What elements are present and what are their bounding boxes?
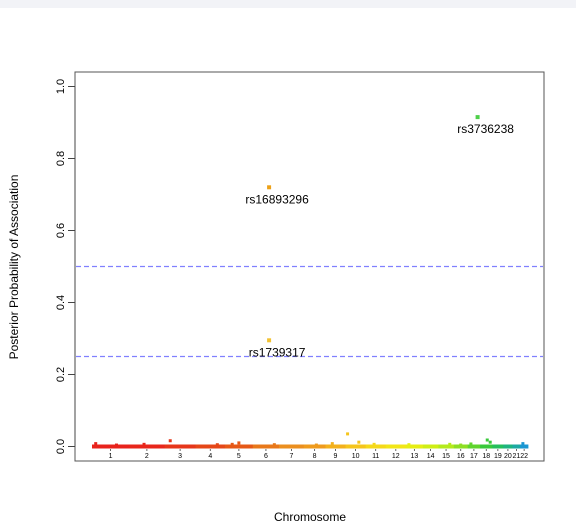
highlighted-point bbox=[267, 185, 272, 190]
x-tick-label: 11 bbox=[372, 453, 379, 460]
data-point bbox=[94, 442, 98, 446]
top-band bbox=[0, 0, 576, 8]
chromosome-band bbox=[252, 444, 280, 449]
point-label: rs3736238 bbox=[457, 122, 514, 136]
x-tick-label: 17 bbox=[470, 453, 478, 460]
chromosome-band bbox=[195, 444, 226, 449]
x-tick-label: 6 bbox=[264, 453, 268, 460]
data-point bbox=[459, 443, 463, 447]
chromosome-band bbox=[503, 444, 513, 449]
chromosome-band bbox=[512, 444, 521, 449]
x-tick-label: 7 bbox=[289, 453, 293, 460]
point-labels: rs3736238 rs16893296 rs1739317 bbox=[245, 122, 514, 359]
y-tick-label: 0.6 bbox=[55, 223, 67, 238]
data-point bbox=[114, 443, 118, 447]
y-tick-label: 0.0 bbox=[55, 439, 67, 454]
chromosome-band bbox=[492, 444, 504, 449]
x-tick-label: 10 bbox=[352, 453, 360, 460]
highlighted-point bbox=[267, 338, 272, 343]
x-tick-label: 16 bbox=[457, 453, 465, 460]
data-point bbox=[488, 440, 492, 444]
data-point bbox=[521, 442, 525, 446]
y-tick-label: 0.8 bbox=[55, 151, 67, 166]
data-point bbox=[314, 443, 318, 447]
data-point bbox=[448, 442, 452, 446]
chromosome-band bbox=[303, 444, 326, 449]
y-tick-label: 0.4 bbox=[55, 295, 67, 310]
x-tick-label: 13 bbox=[410, 453, 418, 460]
x-tick-label: 15 bbox=[442, 453, 450, 460]
chromosome-band bbox=[129, 444, 166, 449]
x-tick-label: 2 bbox=[145, 453, 149, 460]
data-point bbox=[469, 442, 473, 446]
chromosome-band bbox=[92, 444, 130, 449]
x-tick-label: 1 bbox=[109, 453, 113, 460]
x-tick-label: 5 bbox=[237, 453, 241, 460]
chromosome-band bbox=[480, 444, 493, 449]
chromosome-band bbox=[345, 444, 367, 449]
data-point bbox=[237, 441, 241, 445]
data-point bbox=[372, 442, 376, 446]
chromosome-band bbox=[467, 444, 481, 449]
x-tick-label: 22 bbox=[520, 453, 528, 460]
chromosome-baseline bbox=[92, 444, 529, 449]
chromosome-band bbox=[422, 444, 439, 449]
data-point bbox=[407, 443, 411, 447]
x-tick-label: 18 bbox=[482, 453, 490, 460]
x-tick-label: 21 bbox=[513, 453, 521, 460]
data-point bbox=[330, 442, 334, 446]
data-point bbox=[346, 432, 350, 436]
data-point bbox=[142, 442, 146, 446]
x-tick-label: 4 bbox=[208, 453, 212, 460]
x-tick-label: 19 bbox=[494, 453, 502, 460]
data-points bbox=[94, 115, 525, 447]
x-tick-label: 12 bbox=[392, 453, 400, 460]
chromosome-band bbox=[164, 444, 196, 449]
chromosome-band bbox=[438, 444, 455, 449]
x-axis-label: Chromosome bbox=[274, 510, 346, 524]
data-point bbox=[215, 443, 219, 447]
data-point bbox=[168, 439, 172, 443]
chromosome-band bbox=[405, 444, 424, 449]
y-tick-label: 0.2 bbox=[55, 367, 67, 382]
x-tick-label: 8 bbox=[313, 453, 317, 460]
x-tick-label: 3 bbox=[178, 453, 182, 460]
y-tick-label: 1.0 bbox=[55, 79, 67, 94]
data-point bbox=[485, 438, 489, 442]
x-tick-label: 9 bbox=[334, 453, 338, 460]
data-point bbox=[357, 440, 361, 444]
chromosome-band bbox=[365, 444, 387, 449]
x-axis: 1 2 3 4 5 6 7 8 9 10 11 12 13 14 15 16 17 18 19 20 21 22 bbox=[109, 449, 528, 460]
chromosome-band bbox=[385, 444, 407, 449]
x-tick-label: 20 bbox=[504, 453, 512, 460]
data-point bbox=[272, 443, 276, 447]
data-point bbox=[230, 442, 234, 446]
x-tick-label: 14 bbox=[427, 453, 435, 460]
highlighted-point bbox=[475, 115, 480, 120]
threshold-lines bbox=[76, 265, 543, 358]
y-axis: 0.0 0.2 0.4 0.6 0.8 1.0 bbox=[55, 79, 76, 454]
y-axis-label: Posterior Probability of Association bbox=[7, 175, 21, 360]
chromosome-band bbox=[325, 444, 346, 449]
chromosome-band bbox=[224, 444, 254, 449]
point-label: rs1739317 bbox=[249, 345, 306, 359]
point-label: rs16893296 bbox=[245, 192, 309, 206]
chromosome-band bbox=[520, 444, 529, 449]
chromosome-band bbox=[279, 444, 305, 449]
